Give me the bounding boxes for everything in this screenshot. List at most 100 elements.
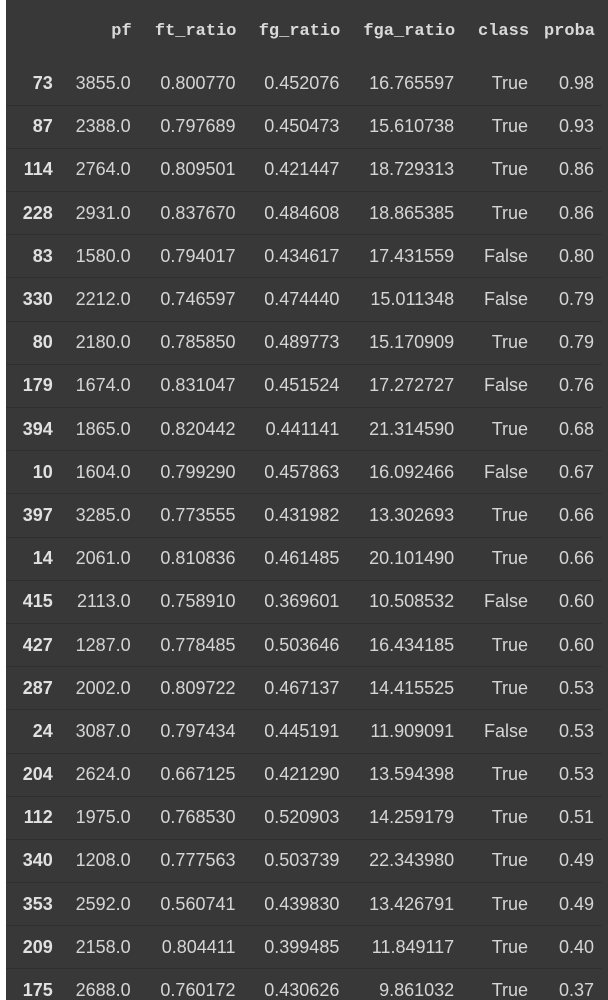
cell-pf: 1604.0: [58, 450, 139, 494]
cell-proba: 0.93: [536, 104, 602, 149]
cell-fga-ratio: 22.343980: [347, 838, 463, 883]
cell-ft-ratio: 0.746597: [138, 277, 244, 322]
table-row: 179 1674.0 0.831047 0.451524 17.272727 False 0…: [6, 363, 602, 408]
cell-proba: 0.80: [536, 234, 602, 278]
cell-ft-ratio: 0.799290: [138, 450, 244, 494]
cell-pf: 1208.0: [58, 838, 139, 883]
row-index: 287: [6, 666, 59, 710]
cell-fga-ratio: 20.101490: [347, 536, 463, 581]
cell-pf: 2592.0: [58, 882, 139, 926]
cell-class: True: [462, 925, 537, 969]
cell-class: True: [462, 666, 537, 710]
cell-ft-ratio: 0.820442: [138, 406, 244, 451]
cell-ft-ratio: 0.809501: [138, 147, 244, 192]
cell-proba: 0.67: [536, 450, 602, 494]
cell-proba: 0.53: [536, 752, 602, 797]
cell-class: True: [462, 838, 537, 883]
cell-proba: 0.40: [536, 925, 602, 969]
cell-fga-ratio: 9.861032: [347, 968, 463, 1000]
cell-fga-ratio: 11.849117: [347, 925, 463, 969]
cell-fg-ratio: 0.503739: [243, 838, 348, 883]
cell-ft-ratio: 0.809722: [138, 666, 244, 710]
cell-class: True: [462, 795, 537, 840]
cell-class: True: [462, 191, 537, 235]
cell-class: True: [491, 72, 529, 93]
cell-proba: 0.86: [536, 191, 602, 235]
cell-proba: 0.53: [536, 709, 602, 753]
cell-proba: 0.60: [536, 579, 602, 624]
cell-fga-ratio: 18.729313: [347, 147, 463, 192]
cell-fga-ratio: 11.909091: [347, 709, 463, 753]
column-header-ft-ratio: ft_ratio: [138, 0, 244, 62]
cell-fga-ratio: 13.594398: [347, 752, 463, 797]
cell-fga-ratio: 15.011348: [347, 277, 463, 322]
cell-fga-ratio: 14.415525: [347, 666, 463, 710]
cell-fg-ratio: 0.439830: [243, 882, 348, 926]
row-index: 330: [6, 277, 59, 322]
cell-class: True: [462, 320, 537, 365]
row-index: 14: [6, 536, 59, 581]
cell-fga-ratio: 13.426791: [347, 882, 463, 926]
header-row: pf ft_ratio fg_ratio fga_ratio class pro…: [6, 0, 602, 62]
cell-proba: 0.49: [536, 882, 602, 926]
cell-fga-ratio: 17.272727: [347, 363, 463, 408]
column-header-index: [6, 0, 59, 62]
table-row: 73 3855.0 0.800770 0.452076 16.765597 True 0.9…: [6, 62, 602, 106]
table-row: 24 3087.0 0.797434 0.445191 11.909091 False 0.…: [6, 709, 602, 753]
row-index: 394: [6, 406, 59, 451]
cell-ft-ratio: 0.778485: [138, 622, 244, 667]
row-index: 175: [6, 968, 59, 1000]
cell-fg-ratio: 0.421447: [243, 147, 348, 192]
table-row: 114 2764.0 0.809501 0.421447 18.729313 True 0.…: [6, 147, 602, 192]
cell-ft-ratio: 0.768530: [138, 795, 244, 840]
cell-ft-ratio: 0.560741: [138, 882, 244, 926]
cell-class: False: [462, 234, 537, 278]
cell-fg-ratio: 0.452076: [264, 72, 340, 93]
row-index: 397: [6, 493, 59, 538]
row-index: 80: [6, 320, 59, 365]
table-row: 415 2113.0 0.758910 0.369601 10.508532 False 0…: [6, 579, 602, 624]
column-header-fga-ratio: fga_ratio: [347, 0, 463, 62]
table-row: 80 2180.0 0.785850 0.489773 15.170909 True 0.7…: [6, 320, 602, 365]
cell-fg-ratio: 0.474440: [243, 277, 348, 322]
cell-fg-ratio: 0.430626: [243, 968, 348, 1000]
cell-pf: 2180.0: [58, 320, 139, 365]
cell-fga-ratio: 15.610738: [347, 104, 463, 149]
row-index: 427: [6, 622, 59, 667]
row-index: 10: [6, 450, 59, 494]
cell-pf: 2212.0: [58, 277, 139, 322]
cell-ft-ratio: 0.785850: [138, 320, 244, 365]
table-row: 112 1975.0 0.768530 0.520903 14.259179 True 0.…: [6, 795, 602, 840]
row-index: 415: [6, 579, 59, 624]
cell-pf: 3855.0: [75, 72, 131, 93]
cell-proba: 0.76: [536, 363, 602, 408]
cell-fg-ratio: 0.489773: [243, 320, 348, 365]
cell-proba: 0.86: [536, 147, 602, 192]
column-header-proba: proba: [536, 0, 602, 62]
dataframe-output: pf ft_ratio fg_ratio fga_ratio class pro…: [6, 0, 608, 1000]
cell-pf: 1580.0: [58, 234, 139, 278]
cell-ft-ratio: 0.800770: [160, 72, 236, 93]
cell-proba: 0.53: [536, 666, 602, 710]
cell-proba: 0.79: [536, 277, 602, 322]
row-index: 353: [6, 882, 59, 926]
cell-class: False: [462, 363, 537, 408]
cell-proba: 0.60: [536, 622, 602, 667]
column-header-class: class: [462, 0, 537, 62]
cell-ft-ratio: 0.810836: [138, 536, 244, 581]
cell-fga-ratio: 16.434185: [347, 622, 463, 667]
row-index: 179: [6, 363, 59, 408]
cell-proba: 0.98: [558, 72, 594, 93]
cell-ft-ratio: 0.797434: [138, 709, 244, 753]
column-header-pf: pf: [58, 0, 139, 62]
row-index: 24: [6, 709, 59, 753]
cell-pf: 2931.0: [58, 191, 139, 235]
cell-fg-ratio: 0.451524: [243, 363, 348, 408]
row-index: 114: [6, 147, 59, 192]
cell-pf: 1865.0: [58, 406, 139, 451]
table-row: 394 1865.0 0.820442 0.441141 21.314590 True 0.…: [6, 406, 602, 451]
cell-pf: 2688.0: [58, 968, 139, 1000]
cell-ft-ratio: 0.758910: [138, 579, 244, 624]
dataframe-table: pf ft_ratio fg_ratio fga_ratio class pro…: [6, 0, 602, 1000]
table-row: 353 2592.0 0.560741 0.439830 13.426791 True 0.…: [6, 882, 602, 926]
